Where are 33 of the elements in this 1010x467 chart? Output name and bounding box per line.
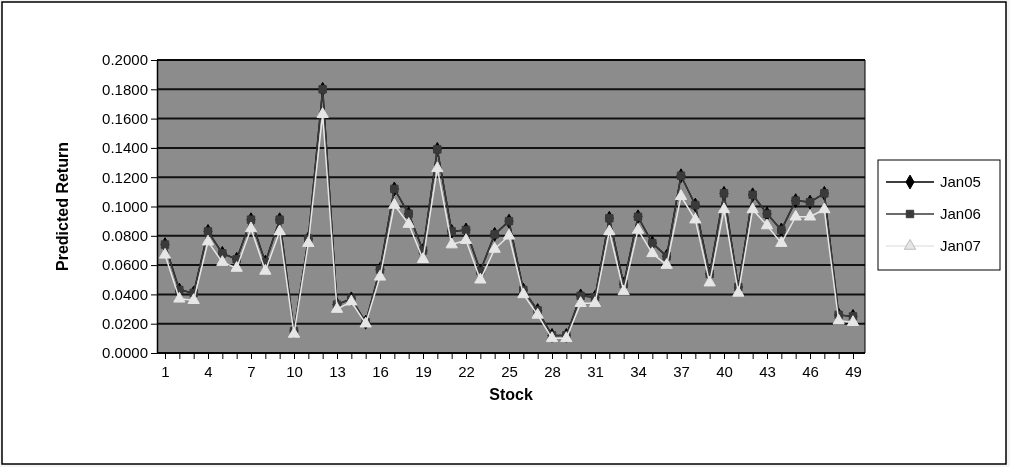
y-tick-label: 0.0800 — [102, 227, 148, 245]
x-tick-label: 16 — [372, 363, 389, 380]
y-tick-label: 0.0600 — [102, 256, 148, 274]
x-tick-label: 40 — [716, 363, 733, 380]
legend-label: Jan05 — [940, 173, 981, 190]
x-tick-label: 1 — [161, 363, 170, 380]
x-tick-label: 25 — [501, 363, 518, 380]
y-tick-label: 0.0200 — [102, 315, 148, 332]
x-tick-label: 4 — [204, 363, 213, 380]
x-tick-label: 43 — [759, 363, 776, 380]
legend-label: Jan06 — [940, 205, 981, 222]
y-tick-label: 0.1800 — [102, 80, 148, 98]
x-tick-label: 13 — [329, 363, 346, 380]
x-tick-label: 37 — [673, 363, 690, 380]
y-tick-label: 0.0000 — [102, 344, 148, 362]
y-tick-label: 0.0400 — [102, 285, 148, 303]
y-axis-title: Predicted Return — [54, 142, 71, 271]
x-tick-label: 31 — [587, 363, 604, 380]
x-tick-label: 34 — [630, 363, 647, 380]
y-tick-label: 0.1200 — [102, 168, 148, 186]
x-tick-label: 28 — [544, 363, 561, 380]
x-axis-title: Stock — [489, 386, 533, 403]
legend-label: Jan07 — [940, 237, 981, 254]
x-tick-label: 7 — [247, 363, 256, 380]
x-tick-label: 46 — [802, 363, 819, 380]
x-tick-label: 10 — [286, 363, 303, 380]
y-tick-label: 0.1600 — [102, 109, 148, 127]
x-tick-label: 49 — [845, 363, 862, 380]
x-tick-label: 22 — [458, 363, 475, 380]
y-tick-label: 0.1400 — [102, 139, 148, 157]
y-tick-label: 0.2000 — [102, 51, 148, 69]
y-tick-label: 0.1000 — [102, 197, 148, 215]
x-tick-label: 19 — [415, 363, 432, 380]
